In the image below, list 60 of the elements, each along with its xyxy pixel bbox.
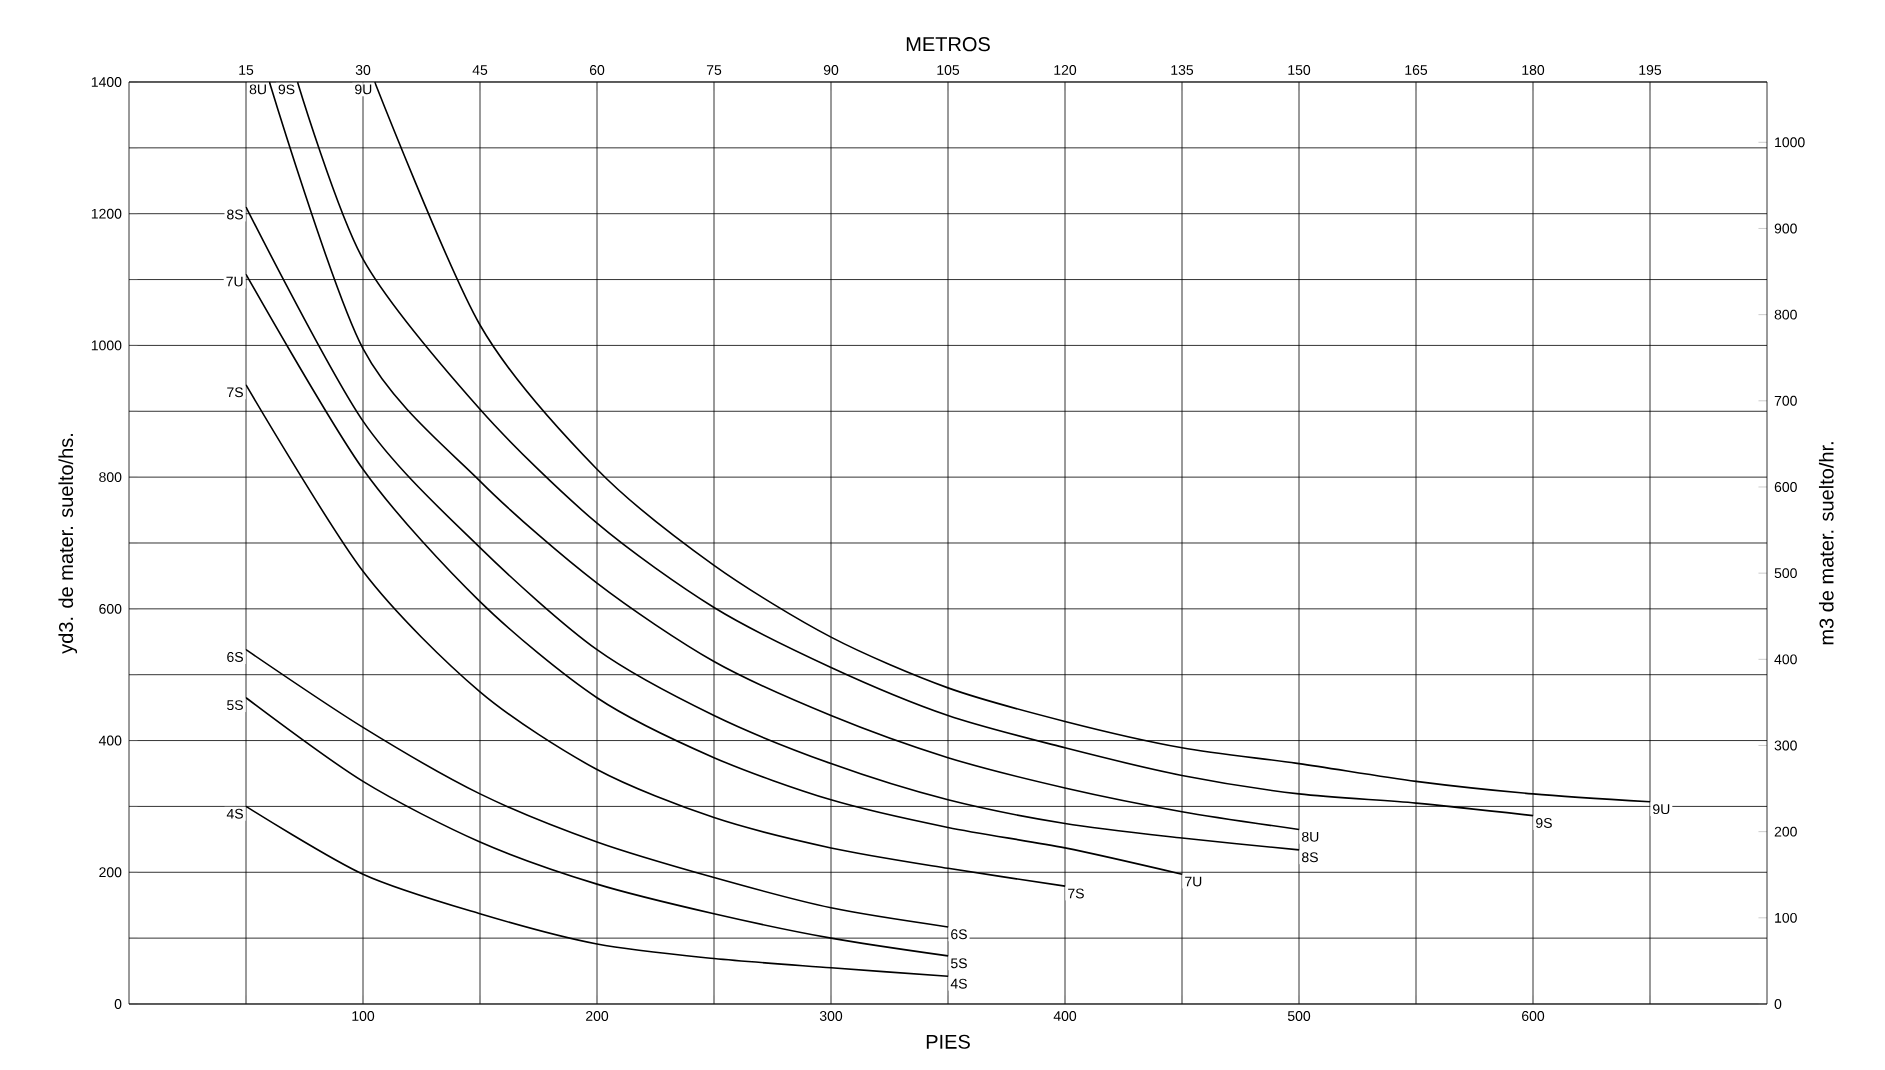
text: 6S: [951, 929, 967, 940]
y2-tick-label: 800: [1774, 309, 1797, 320]
series-label: 7U: [1185, 876, 1202, 887]
text: 9U: [355, 84, 372, 95]
y2-tick-label: 1000: [1775, 137, 1805, 148]
x2-tick-label: 45: [472, 65, 488, 75]
y2-tick-label: 300: [1774, 740, 1797, 751]
x2-tick-label: 105: [937, 65, 960, 75]
x2-tick-label: 60: [589, 65, 605, 75]
y-tick-label: 600: [99, 603, 122, 614]
series-label: 5S: [950, 958, 967, 969]
y2-tick-label: 500: [1774, 568, 1797, 579]
series-label: 7S: [227, 387, 243, 398]
y-axis-title: yd3. de mater. suelto/hs.: [58, 434, 78, 654]
x2-tick-label: 150: [1288, 65, 1311, 75]
y-tick-label: 0: [114, 999, 122, 1009]
x-axis-title: PIES: [926, 1034, 970, 1049]
x-tick-label: 300: [819, 1011, 843, 1021]
series-label: 8U: [1302, 831, 1319, 842]
x-tick-label: 600: [1522, 1011, 1545, 1021]
y2-tick-label: 600: [1774, 482, 1797, 492]
x-tick-label: 200: [586, 1011, 609, 1021]
text: 7S: [1068, 888, 1084, 899]
y2-tick-label: 200: [1774, 826, 1797, 837]
x2-tick-label: 180: [1522, 65, 1545, 75]
series-label: 8S: [227, 209, 243, 220]
x2-tick-label: 165: [1405, 65, 1428, 75]
x-tick-label: 400: [1053, 1011, 1077, 1021]
x2-tick-label: 135: [1171, 65, 1194, 75]
y2-axis-title: m3 de mater. suelto/hr.: [1818, 442, 1834, 645]
y-tick-label: 1200: [91, 208, 122, 219]
y-tick-label: 800: [99, 472, 122, 483]
text: 4S: [226, 808, 243, 819]
text: 9S: [1536, 818, 1552, 828]
x2-tick-label: 90: [823, 65, 839, 75]
text: 7U: [226, 276, 243, 287]
text: 8S: [1302, 852, 1318, 863]
y-tick-label: 400: [98, 735, 122, 746]
x2-tick-label: 195: [1639, 65, 1662, 75]
y-tick-label: 1400: [91, 77, 122, 87]
x2-axis-title: METROS: [906, 37, 990, 52]
y2-tick-label: 400: [1774, 654, 1797, 665]
y2-tick-label: 0: [1774, 999, 1782, 1009]
series-label: 4S: [950, 978, 967, 989]
x2-tick-label: 30: [355, 65, 371, 75]
y-tick-label: 1000: [91, 340, 122, 351]
series-label: 9U: [1653, 804, 1670, 815]
x2-tick-label: 15: [239, 65, 254, 75]
series-label: 9S: [278, 84, 295, 95]
y-tick-label: 200: [99, 867, 122, 878]
x-tick-label: 100: [352, 1011, 375, 1021]
y2-tick-label: 100: [1775, 912, 1797, 923]
series-label: 6S: [227, 652, 243, 662]
y2-tick-label: 900: [1774, 223, 1797, 234]
x2-tick-label: 120: [1054, 65, 1077, 75]
text: 8U: [249, 84, 266, 95]
x-tick-label: 500: [1287, 1011, 1311, 1021]
text: 5S: [227, 700, 243, 711]
y2-tick-label: 700: [1774, 395, 1797, 406]
x2-tick-label: 75: [706, 65, 722, 75]
